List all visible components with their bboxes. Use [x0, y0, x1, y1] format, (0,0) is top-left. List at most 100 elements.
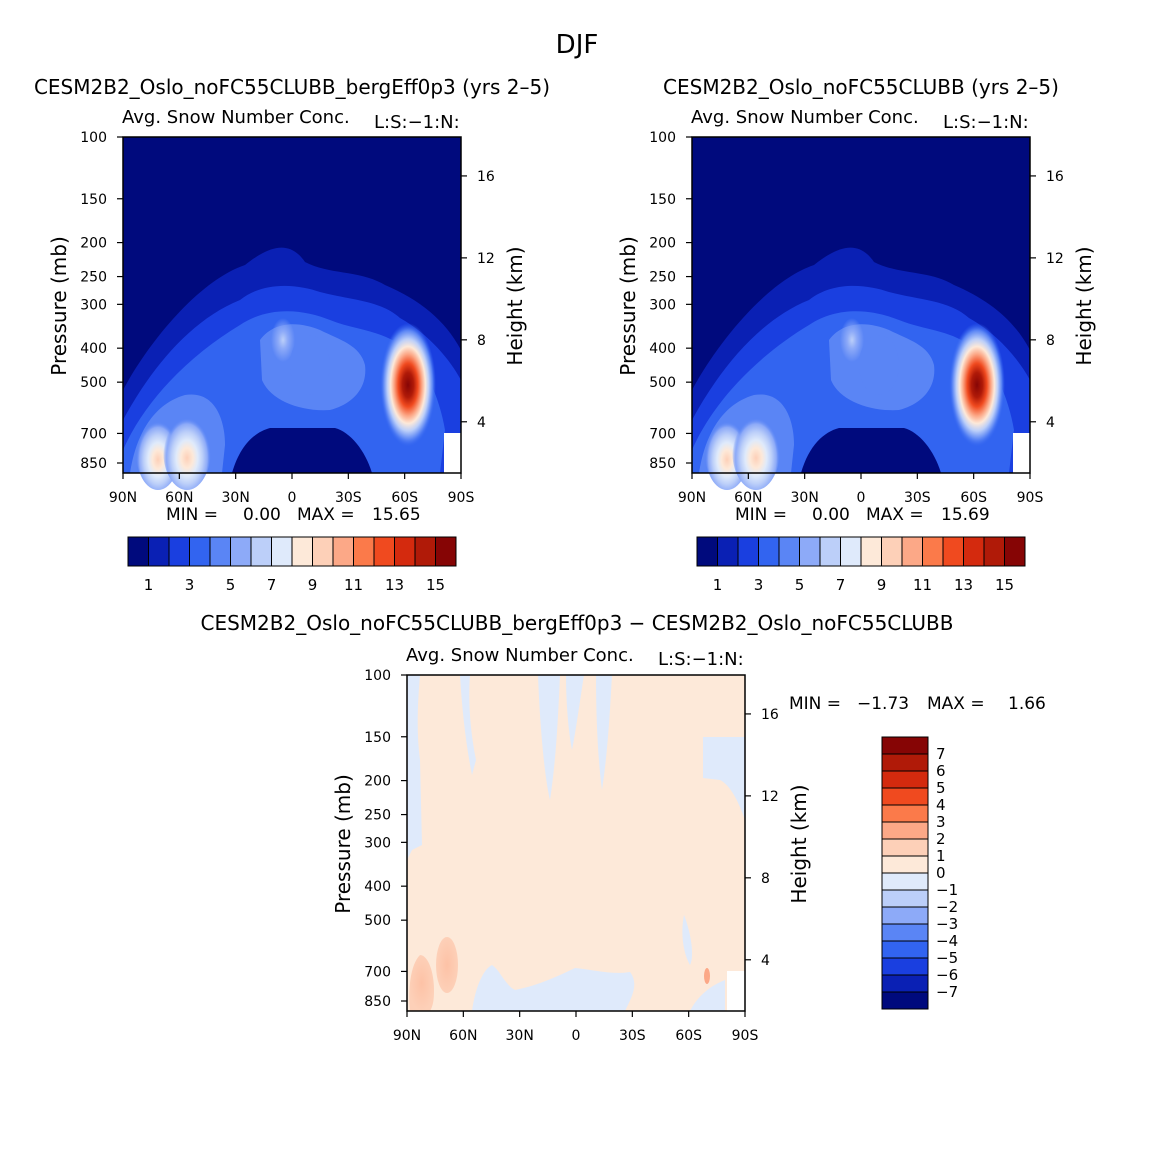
panel-3-lattick-label: 0 — [572, 1028, 581, 1044]
panel-1-min-value: 0.00 — [243, 505, 281, 525]
panel-1-lattick-label: 30S — [335, 490, 362, 506]
panel-3-ptick-label: 200 — [364, 774, 391, 790]
panel-3-colorbar-cell — [881, 957, 929, 976]
panel-3-colorbar-cell — [881, 923, 929, 942]
panel-1-lattick-label: 90S — [448, 490, 475, 506]
panel-3-colorbar-label: −6 — [936, 966, 958, 984]
panel-2-lattick-label: 30S — [904, 490, 931, 506]
panel-3-min-label: MIN = — [789, 694, 841, 714]
panel-1-missing — [444, 433, 461, 473]
panel-1-colorbar-cell — [312, 536, 334, 567]
panel-3-max-label: MAX = — [927, 694, 985, 714]
panel-2-htick-label: 12 — [1046, 251, 1064, 267]
panel-1-cutout — [232, 428, 372, 473]
panel-2-colorbar-cell — [860, 536, 882, 567]
panel-3-pos-right — [704, 968, 710, 984]
panel-2-colorbar-cell — [778, 536, 800, 567]
panel-1-max-label: MAX = — [297, 505, 355, 525]
panel-2-ptick-label: 100 — [649, 130, 676, 146]
panel-1-ptick-label: 100 — [80, 130, 107, 146]
panel-1-ptick-label: 150 — [80, 192, 107, 208]
panel-2-lattick-label: 0 — [857, 490, 866, 506]
panel-3-neg-tongue-2 — [538, 675, 560, 800]
panel-1-colorbar-cell — [209, 536, 231, 567]
panel-1-right-label: L:S:−1:N: — [374, 112, 460, 133]
panel-3-colorbar-label: −7 — [936, 983, 958, 1001]
panel-3-ptick-label: 700 — [364, 964, 391, 980]
panel-2-colorbar-label: 1 — [713, 576, 723, 594]
panel-1-colorbar-label: 11 — [344, 576, 363, 594]
panel-3-htick-label: 12 — [761, 789, 779, 805]
panel-2-min-label: MIN = — [735, 505, 787, 525]
panel-2-colorbar-label: 11 — [913, 576, 932, 594]
panel-3-lattick-label: 30N — [506, 1028, 534, 1044]
panel-1-contour-6 — [290, 335, 330, 395]
panel-3-ptick-label: 300 — [364, 835, 391, 851]
panel-1-lattick-label: 60N — [165, 490, 193, 506]
panel-1-ptick-label: 400 — [80, 341, 107, 357]
panel-3-neg-tongue-3 — [566, 675, 584, 750]
panel-2-ylabel-left: Pressure (mb) — [616, 236, 640, 376]
panel-1-lattick-label: 30N — [222, 490, 250, 506]
panel-1-ptick-label: 850 — [80, 456, 107, 472]
panel-1-ptick-label: 300 — [80, 297, 107, 313]
panel-2-ptick-label: 250 — [649, 270, 676, 286]
panel-3-pos-left-1 — [409, 955, 434, 1011]
panel-3-colorbar-cell — [881, 804, 929, 823]
panel-3-colorbar-cell — [881, 770, 929, 789]
panel-2-lattick-label: 60N — [734, 490, 762, 506]
panel-1-axes: 100 150 200 250 300 400 500 700 850 16 12 8 4 90N 60N 3… — [80, 130, 495, 506]
panel-2-colorbar-cell — [963, 536, 985, 567]
panel-1-ptick-label: 700 — [80, 426, 107, 442]
panel-3-neg-lower — [472, 965, 635, 1011]
panel-1-colorbar-cell — [414, 536, 436, 567]
panel-3-missing — [727, 971, 745, 1011]
panel-2-nh-blob-2 — [732, 410, 780, 490]
panel-1-lattick-label: 90N — [109, 490, 137, 506]
panel-2-colorbar-label: 5 — [795, 576, 805, 594]
panel-1-htick-label: 8 — [477, 333, 486, 349]
panel-2-axes: 100 150 200 250 300 400 500 700 850 16 12 8 4 90N 60N 3… — [649, 130, 1064, 506]
panel-3-ylabel-right: Height (km) — [787, 784, 811, 903]
panel-1-nh-blob-2 — [163, 410, 211, 490]
panel-1-title: CESM2B2_Oslo_noFC55CLUBB_bergEff0p3 (yrs… — [34, 75, 550, 99]
panel-2-ptick-label: 700 — [649, 426, 676, 442]
panel-3-colorbar-label: −5 — [936, 949, 958, 967]
panel-2-colorbar-label: 13 — [954, 576, 973, 594]
panel-3-plot — [406, 674, 746, 1012]
panel-3: CESM2B2_Oslo_noFC55CLUBB_bergEff0p3 − CE… — [201, 611, 1046, 1044]
panel-3-neg-tongue-4 — [596, 675, 612, 790]
panel-1-colorbar-cell — [394, 536, 416, 567]
panel-3-lattick-label: 90N — [393, 1028, 421, 1044]
panel-1-colorbar-cell — [353, 536, 375, 567]
panel-2-min-value: 0.00 — [812, 505, 850, 525]
panel-3-axes: 100 150 200 250 300 400 500 700 850 16 12 8 4 90N 60N 3… — [364, 668, 779, 1044]
panel-1-plot — [122, 136, 462, 490]
panel-3-right-label: L:S:−1:N: — [658, 649, 744, 670]
panel-2-htick-label: 4 — [1046, 415, 1055, 431]
panel-2-ptick-label: 300 — [649, 297, 676, 313]
panel-2-colorbar-label: 15 — [995, 576, 1014, 594]
panel-1-ptick-label: 250 — [80, 270, 107, 286]
panel-3-colorbar-label: −3 — [936, 915, 958, 933]
panel-2-colorbar-cell — [901, 536, 923, 567]
panel-3-min-value: −1.73 — [857, 694, 909, 714]
panel-3-colorbar-cell — [881, 736, 929, 755]
panel-2-colorbar-cell — [881, 536, 903, 567]
panel-3-ptick-label: 500 — [364, 913, 391, 929]
panel-1-ylabel-right: Height (km) — [503, 246, 527, 365]
panel-2-cutout — [801, 428, 941, 473]
panel-3-colorbar-label: −2 — [936, 898, 958, 916]
panel-3-lattick-label: 30S — [619, 1028, 646, 1044]
panel-1-ylabel-left: Pressure (mb) — [47, 236, 71, 376]
panel-2-plot — [691, 136, 1031, 490]
panel-2-lattick-label: 60S — [960, 490, 987, 506]
panel-2-colorbar-cell — [1004, 536, 1026, 567]
panel-3-colorbar-label: −1 — [936, 881, 958, 899]
panel-3-colorbar-label: 7 — [936, 745, 946, 763]
panel-1-colorbar-cell — [250, 536, 272, 567]
panel-3-neg-upper-left — [407, 675, 422, 860]
panel-3-ptick-label: 100 — [364, 668, 391, 684]
panel-2-ptick-label: 850 — [649, 456, 676, 472]
